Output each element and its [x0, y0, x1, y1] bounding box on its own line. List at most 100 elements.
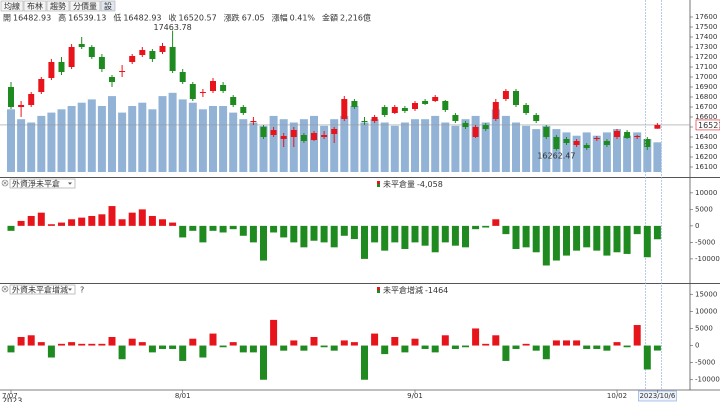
bar: [462, 225, 469, 248]
candle-body: [603, 141, 610, 145]
y-tick-label: 17600: [695, 13, 717, 21]
bar: [199, 345, 207, 358]
candle-body: [401, 108, 408, 111]
bar: [219, 345, 227, 348]
candle-body: [422, 101, 429, 104]
info-label: 漲幅: [272, 13, 288, 23]
volume-bar: [633, 132, 642, 172]
bar: [239, 345, 247, 353]
volume-bar: [209, 106, 217, 172]
candle-body: [472, 127, 479, 137]
bar: [492, 219, 500, 226]
volume-bar: [239, 119, 248, 172]
bar: [431, 225, 439, 253]
candle-body: [361, 121, 368, 122]
volume-bar: [471, 115, 480, 172]
volume-bar: [623, 135, 632, 172]
candle-body: [331, 129, 338, 134]
volume-bar: [118, 112, 127, 172]
bar: [371, 225, 379, 243]
bar: [411, 338, 419, 346]
bar: [381, 225, 389, 251]
bar: [643, 345, 651, 370]
candle-body: [300, 135, 307, 141]
toolbar-tab[interactable]: [46, 0, 70, 12]
volume-bar: [441, 122, 450, 172]
toolbar-tab-label[interactable]: 布林: [27, 1, 43, 11]
candle-body: [391, 107, 398, 113]
y-tick-label: 16200: [695, 153, 717, 161]
indicator-select[interactable]: [9, 284, 76, 295]
y-tick-label: 5000: [695, 324, 713, 332]
current-price-box: [695, 119, 720, 131]
bar: [78, 217, 86, 226]
bar: [441, 335, 449, 346]
bar: [290, 340, 298, 346]
info-value: 0.41%: [290, 14, 316, 23]
volume-bar: [582, 132, 591, 172]
volume-bar: [481, 122, 490, 172]
y-tick-label: 10000: [695, 189, 717, 197]
volume-bar: [158, 96, 167, 172]
toolbar-tab[interactable]: [100, 0, 116, 12]
info-label: 漲跌: [224, 13, 240, 23]
bar: [482, 225, 490, 228]
candle-body: [18, 105, 25, 107]
bar: [391, 337, 399, 346]
bar: [179, 225, 187, 238]
x-tick-label: 2023/10/6: [639, 392, 675, 400]
toolbar-tab[interactable]: [23, 0, 47, 12]
volume-bar: [219, 106, 228, 172]
volume-bar: [27, 122, 36, 172]
volume-bar: [138, 102, 147, 172]
volume-bar: [532, 129, 541, 172]
y-tick-label: 10000: [695, 307, 717, 315]
candle-body: [634, 136, 641, 137]
close-icon-x: [3, 181, 7, 185]
toolbar-tab-label[interactable]: 分價量: [73, 2, 97, 11]
indicator-select-label[interactable]: 外資未平倉增減: [12, 284, 68, 294]
info-label: 低: [113, 13, 121, 23]
x-tick-label: 10/02: [607, 392, 627, 400]
bar: [148, 215, 156, 226]
toolbar-tab[interactable]: [69, 0, 101, 12]
candle-body: [341, 99, 348, 119]
bar: [169, 345, 177, 349]
toolbar-tab[interactable]: [0, 0, 24, 12]
volume-bar: [340, 115, 349, 172]
bar: [340, 340, 348, 346]
bar: [593, 345, 601, 349]
bar: [290, 225, 298, 243]
toolbar-tab-label[interactable]: 設: [104, 1, 112, 11]
candle-body: [58, 62, 65, 72]
indicator-select-label[interactable]: 外資淨未平倉: [12, 178, 60, 188]
candle-body: [38, 79, 45, 92]
bar: [108, 337, 116, 346]
bar: [462, 345, 469, 348]
bar: [17, 220, 25, 226]
y-tick-label: -10000: [695, 376, 720, 384]
volume-bar: [7, 109, 15, 172]
bar: [300, 345, 308, 351]
candle-body: [563, 139, 570, 143]
indicator-select[interactable]: [9, 178, 76, 189]
candle-body: [199, 92, 206, 93]
y-tick-label: -5000: [695, 359, 715, 367]
toolbar-tab-label[interactable]: 均線: [4, 1, 20, 11]
candle-body: [280, 136, 287, 139]
bar: [472, 225, 480, 230]
info-value: 2,216億: [340, 13, 371, 23]
candle-body: [462, 123, 469, 127]
y-tick-label: 16600: [695, 113, 717, 121]
volume-bar: [491, 109, 500, 172]
candle-body: [533, 115, 540, 121]
toolbar-tab-label[interactable]: 趨勢: [50, 1, 66, 11]
bar: [593, 225, 601, 251]
volume-bar: [360, 122, 369, 172]
current-price-label: 16521: [698, 121, 720, 130]
help-icon[interactable]: ?: [80, 286, 84, 295]
bar: [310, 225, 318, 241]
x-tick-label: 7/07: [2, 392, 18, 400]
